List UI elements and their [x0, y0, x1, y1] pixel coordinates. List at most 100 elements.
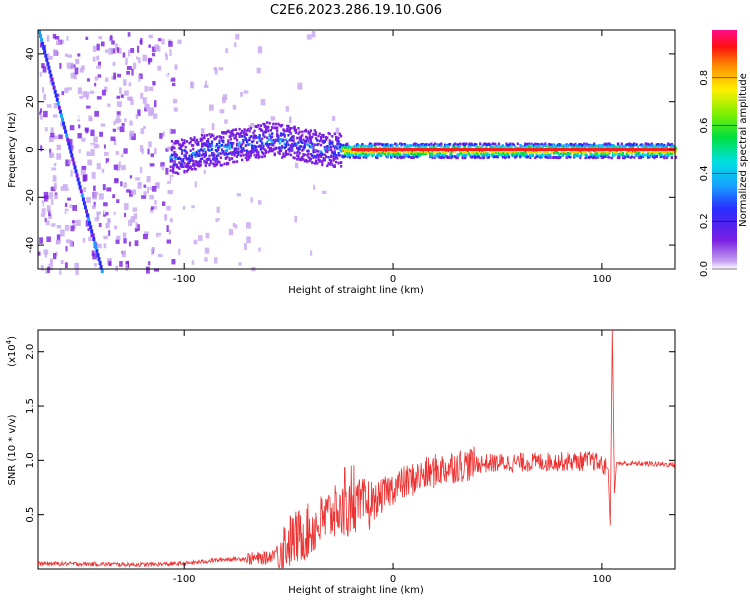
spectrogram-cell	[412, 156, 415, 159]
colorbar-label: Normalized spectral amplitude	[738, 73, 749, 227]
spectrogram-cell	[103, 243, 107, 249]
spectrogram-cell	[198, 235, 203, 241]
spectrogram-cell	[298, 147, 301, 151]
spectrogram-cell	[247, 150, 250, 154]
spectrogram-cell	[525, 153, 528, 156]
spectrogram-cell	[637, 145, 640, 148]
spectrogram-cell	[229, 141, 232, 145]
spectrogram-cell	[116, 199, 120, 203]
spectrogram-cell	[573, 143, 576, 147]
spectrogram-cell	[348, 152, 351, 155]
spectrogram-cell	[630, 155, 633, 159]
spectrogram-cell	[345, 145, 348, 148]
spectrogram-streak-cell	[42, 45, 46, 50]
spectrogram-cell	[325, 138, 328, 141]
spectrogram-cell	[659, 144, 662, 148]
spectrogram-cell	[326, 150, 329, 154]
spectrogram-cell	[312, 133, 315, 136]
spectrogram-cell	[154, 182, 159, 188]
spectrogram-cell	[303, 142, 306, 146]
spectrogram-cell	[569, 142, 572, 146]
spectrogram-cell	[595, 150, 598, 153]
spectrogram-cell	[342, 147, 345, 151]
spectrogram-cell	[456, 154, 459, 157]
spectrogram-cell	[670, 145, 673, 149]
spectrogram-cell	[521, 150, 524, 153]
spectrogram-cell	[116, 95, 121, 99]
spectrogram-cell	[654, 146, 657, 149]
spectrogram-cell	[191, 205, 195, 209]
spectrogram-cell	[203, 134, 206, 137]
spectrogram-cell	[248, 136, 251, 140]
spectrogram-cell	[215, 157, 219, 161]
spectrogram-cell	[121, 175, 125, 183]
spectrogram-cell	[222, 96, 226, 104]
spectrogram-cell	[431, 156, 434, 160]
spectrogram-cell	[556, 156, 559, 160]
spectrogram-y-tick-label: 40	[25, 48, 36, 61]
spectrogram-cell	[417, 154, 420, 157]
spectrogram-cell	[355, 150, 358, 153]
spectrogram-cell	[634, 144, 637, 147]
spectrogram-cell	[218, 139, 221, 143]
spectrogram-cell	[549, 154, 552, 158]
spectrogram-cell	[269, 135, 272, 139]
spectrogram-cell	[298, 130, 301, 134]
spectrogram-cell	[115, 239, 120, 244]
spectrogram-cell	[580, 143, 583, 147]
spectrogram-cell	[609, 143, 612, 147]
spectrogram-cell	[236, 155, 239, 158]
spectrogram-cell	[96, 96, 102, 100]
spectrogram-cell	[85, 91, 90, 98]
spectrogram-cell	[405, 153, 408, 156]
spectrogram-cell	[313, 133, 316, 136]
spectrogram-cell	[116, 111, 121, 116]
spectrogram-cell	[618, 156, 621, 160]
spectrogram-cell	[158, 38, 162, 42]
spectrogram-cell	[309, 157, 313, 161]
spectrogram-cell	[48, 136, 54, 143]
spectrogram-cell	[381, 143, 384, 147]
spectrogram-cell	[229, 151, 232, 154]
spectrogram-cell	[249, 150, 252, 153]
spectrogram-cell	[316, 36, 322, 42]
spectrogram-cell	[224, 151, 227, 155]
spectrogram-cell	[177, 39, 182, 44]
spectrogram-cell	[306, 153, 309, 157]
spectrogram-cell	[413, 152, 417, 156]
spectrogram-cell	[203, 136, 206, 140]
spectrogram-cell	[299, 157, 303, 161]
spectrogram-cell	[523, 145, 526, 148]
spectrogram-cell	[207, 157, 210, 161]
spectrogram-cell	[640, 155, 643, 159]
spectrogram-cell	[54, 194, 58, 200]
spectrogram-cell	[441, 150, 444, 154]
spectrogram-cell	[274, 122, 277, 126]
spectrogram-cell	[472, 144, 475, 147]
spectrogram-cell	[650, 142, 653, 146]
spectrogram-cell	[584, 152, 587, 156]
spectrogram-cell	[222, 151, 225, 155]
spectrogram-cell	[550, 145, 553, 148]
spectrogram-cell	[170, 146, 173, 149]
spectrogram-cell	[130, 216, 136, 223]
spectrogram-cell	[614, 150, 617, 153]
spectrogram-cell	[178, 146, 181, 150]
spectrogram-cell	[38, 266, 43, 271]
spectrogram-cell	[647, 149, 650, 153]
spectrogram-cell	[83, 212, 87, 218]
spectrogram-cell	[502, 153, 506, 157]
spectrogram-cell	[60, 268, 65, 272]
spectrogram-cell	[627, 155, 630, 158]
spectrogram-cell	[465, 150, 468, 154]
spectrogram-cell	[387, 152, 390, 156]
spectrogram-cell	[98, 61, 101, 66]
spectrogram-cell	[600, 152, 603, 156]
spectrogram-cell	[301, 156, 304, 160]
spectrogram-cell	[622, 144, 625, 148]
spectrogram-cell	[222, 150, 225, 153]
spectrogram-cell	[257, 156, 260, 159]
spectrogram-cell	[98, 36, 103, 40]
spectrogram-cell	[420, 143, 423, 146]
spectrogram-cell	[398, 151, 402, 154]
